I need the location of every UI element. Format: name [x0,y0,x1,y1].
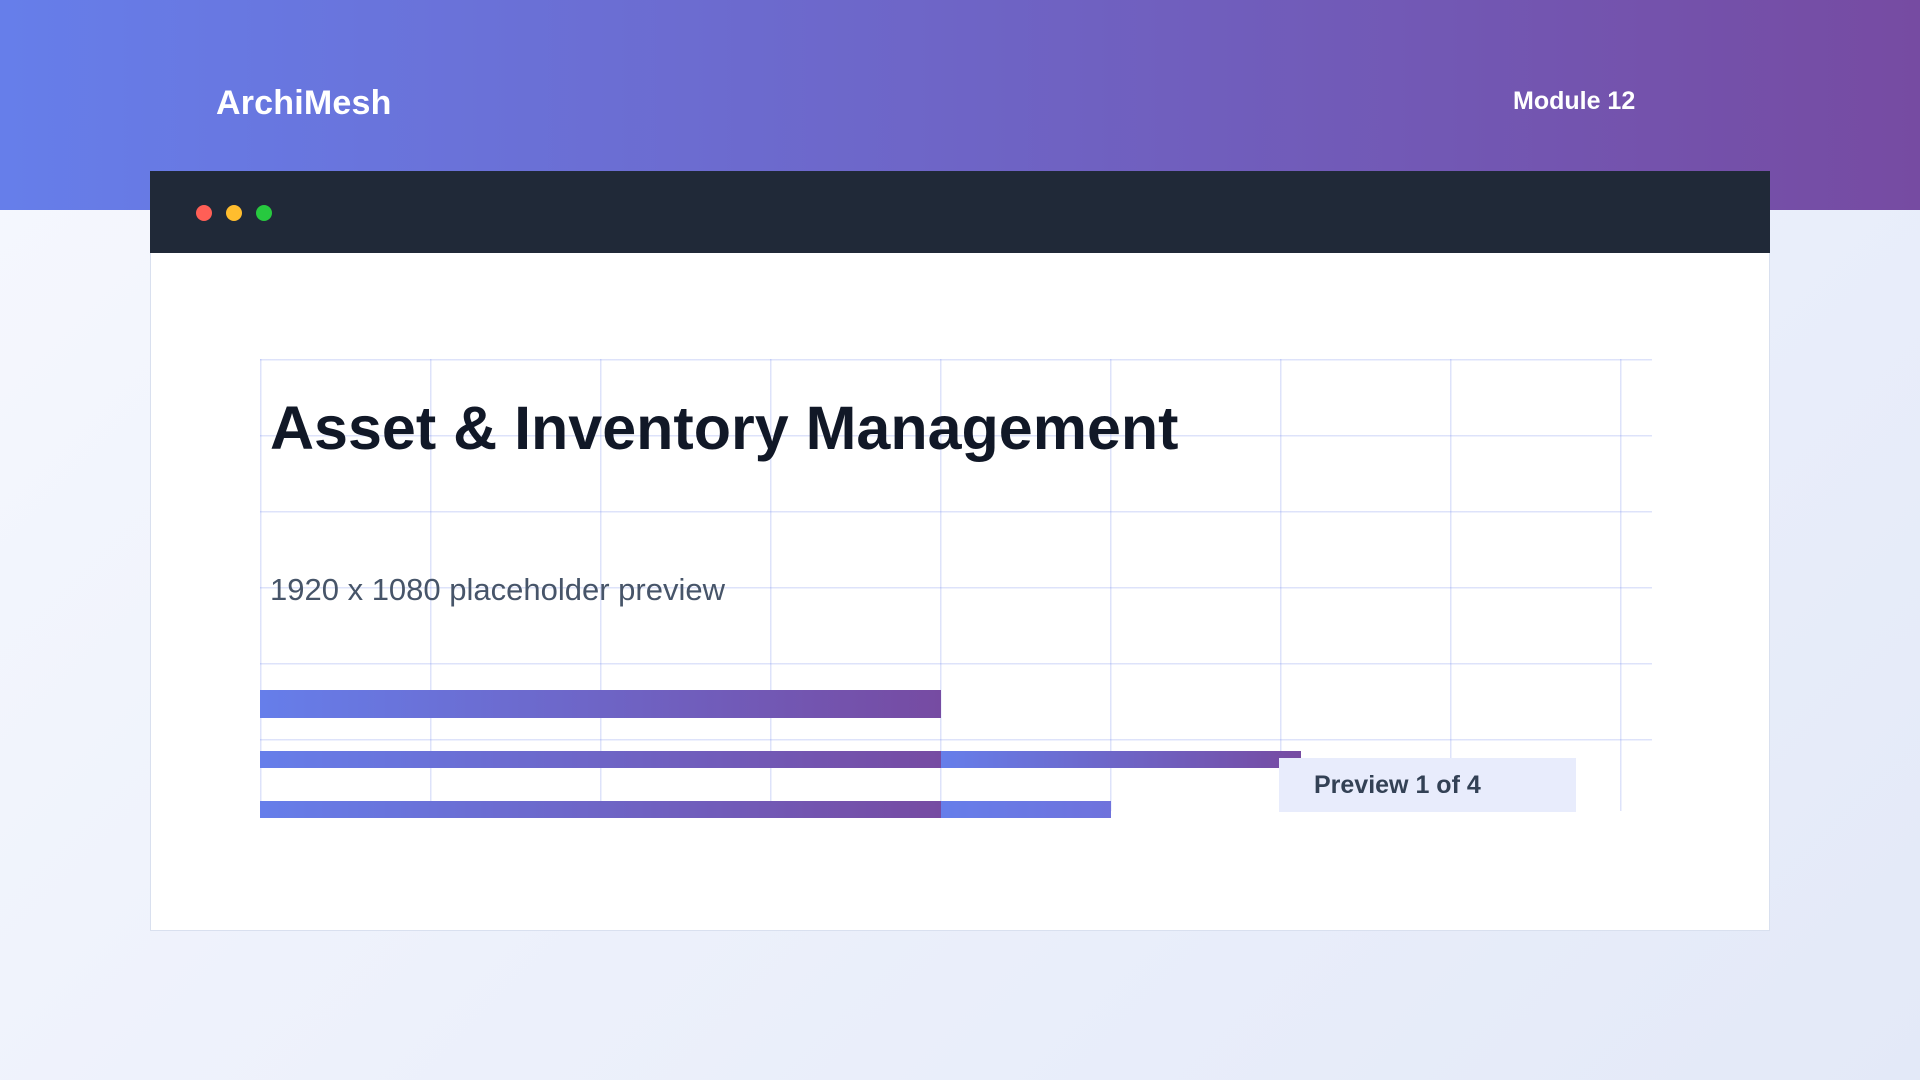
window-close-icon[interactable] [196,205,212,221]
brand-logo-text[interactable]: ArchiMesh [216,84,392,122]
page-title: Asset & Inventory Management [270,394,1179,462]
window-maximize-icon[interactable] [256,205,272,221]
progress-bar-3-fill [260,801,941,818]
preview-badge: Preview 1 of 4 [1279,758,1576,812]
progress-bar-3 [260,801,1111,818]
progress-bar-2-extension [941,751,1301,768]
progress-bar-2-fill [260,751,941,768]
module-label: Module 12 [1513,87,1636,115]
window-chrome [150,171,1770,253]
grid-mask [1652,359,1682,811]
background-grid [260,359,1653,811]
progress-bar-2 [260,751,1301,768]
progress-bar-3-extension [941,801,1111,818]
page-subtitle: 1920 x 1080 placeholder preview [270,572,725,607]
progress-bar-1 [260,690,941,718]
progress-bar-1-fill [260,690,941,718]
window-minimize-icon[interactable] [226,205,242,221]
